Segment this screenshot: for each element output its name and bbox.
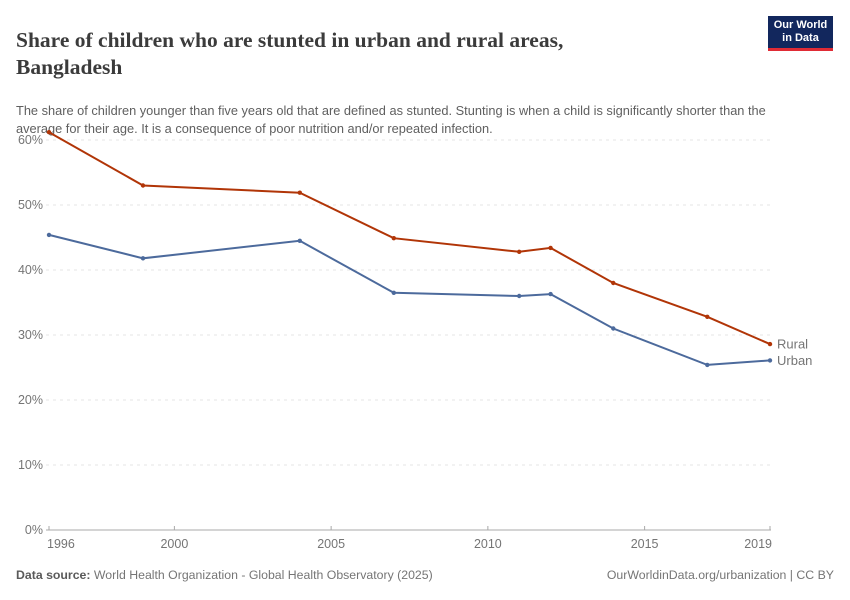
data-source-note: Data source: World Health Organization -… [16,568,433,582]
chart-subtitle: The share of children younger than five … [16,102,766,136]
data-point-urban-1996[interactable] [46,232,52,238]
data-point-urban-2017[interactable] [705,362,710,368]
y-axis-tick-label: 10% [18,458,43,472]
x-axis-tick-label: 2005 [317,537,345,551]
data-point-rural-2007[interactable] [391,236,396,241]
data-point-rural-1999[interactable] [140,183,146,188]
line-chart[interactable]: 0% 10% 20% 30% 40% 50% 60% 1996 2000 2005 2010 2015… [0,120,850,560]
data-point-urban-2014[interactable] [611,326,616,331]
series-line-rural[interactable] [48,131,771,346]
data-point-urban-2007[interactable] [391,290,396,295]
y-axis-tick-label: 50% [18,198,43,212]
data-point-rural-2011[interactable] [517,249,522,254]
data-point-rural-2017[interactable] [705,314,710,319]
footer-link[interactable]: OurWorldinData.org/urbanization | CC BY [606,568,834,582]
y-axis-tick-label: 40% [18,263,43,277]
series-label-rural[interactable]: Rural [777,337,808,352]
title-line-1: Share of children who are stunted in urb… [16,28,564,53]
data-point-rural-2014[interactable] [611,280,616,286]
x-axis-tick-label: 2019 [744,537,772,551]
data-source-text: World Health Organization - Global Healt… [90,568,433,582]
x-axis-tick-label: 1996 [47,537,75,551]
x-axis-tick-label: 2010 [474,537,502,551]
data-point-urban-1999[interactable] [140,256,146,261]
series-label-urban[interactable]: Urban [777,353,812,368]
data-source-label: Data source: [16,568,91,582]
data-point-urban-2011[interactable] [517,293,522,299]
y-axis-tick-label: 60% [18,133,43,147]
owid-logo-line1: Our World [773,19,828,32]
x-axis-tick-label: 2000 [160,537,188,551]
title-line-2: Bangladesh [16,54,123,79]
data-point-rural-2004[interactable] [297,190,302,195]
page-title: Share of children who are stunted in urb… [16,27,716,79]
chart-footer: Data source: World Health Organization -… [16,568,834,582]
y-axis-tick-label: 0% [25,523,43,537]
owid-logo[interactable]: Our World in Data [768,16,833,51]
y-axis-tick-label: 30% [18,328,43,342]
data-point-urban-2019[interactable] [767,358,773,363]
data-point-rural-2012[interactable] [548,245,553,251]
data-point-rural-1996[interactable] [46,130,52,135]
data-point-urban-2004[interactable] [297,238,302,243]
owid-logo-line2: in Data [782,32,819,44]
data-point-urban-2012[interactable] [548,291,553,297]
x-axis-tick-label: 2015 [631,537,659,551]
y-axis-tick-label: 20% [18,393,43,407]
data-point-rural-2019[interactable] [767,341,773,347]
